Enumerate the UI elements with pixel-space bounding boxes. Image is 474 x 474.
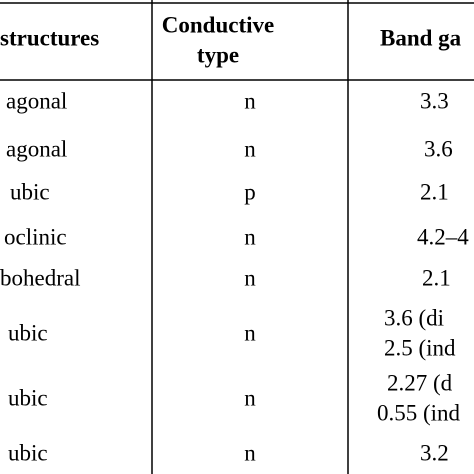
- table-cell: n: [244, 224, 256, 249]
- table-cell: 2.1: [420, 179, 449, 204]
- table-cell: agonal: [6, 88, 67, 113]
- table-cell: 3.3: [420, 88, 449, 113]
- table-cell: 2.1: [422, 265, 451, 290]
- table-cell: 0.55 (ind: [377, 400, 461, 425]
- header-cell: type: [197, 42, 239, 67]
- table-cell: 2.5 (ind: [384, 335, 456, 360]
- table-cell: ubic: [10, 179, 50, 204]
- table-cell: 2.27 (d: [387, 370, 453, 395]
- table-cell: bohedral: [0, 265, 80, 290]
- table-cell: n: [244, 136, 256, 161]
- table-cell: n: [244, 320, 256, 345]
- table-cell: ubic: [8, 385, 48, 410]
- table-cell: n: [244, 265, 256, 290]
- table-cell: 3.2: [420, 440, 449, 465]
- header-cell: Conductive: [162, 12, 274, 37]
- table-cell: 3.6: [424, 136, 453, 161]
- table-cell: p: [244, 179, 256, 204]
- table-cell: agonal: [6, 136, 67, 161]
- table-cell: n: [244, 385, 256, 410]
- table-cell: 4.2–4: [417, 224, 469, 249]
- table-cell: ubic: [8, 320, 48, 345]
- table-cell: 3.6 (di: [384, 305, 444, 330]
- header-cell: structures: [0, 25, 99, 50]
- header-cell: Band ga: [380, 25, 462, 50]
- table-cell: oclinic: [4, 224, 67, 249]
- table-cell: ubic: [8, 440, 48, 465]
- table-cell: n: [244, 88, 256, 113]
- table-cell: n: [244, 440, 256, 465]
